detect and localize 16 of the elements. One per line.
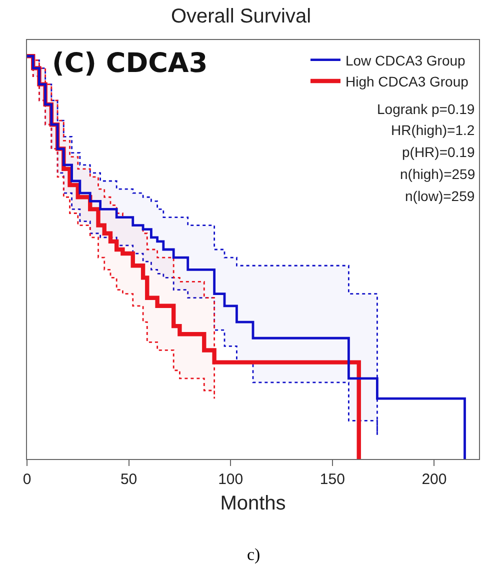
x-tick-label: 0: [22, 471, 32, 488]
annotation: HR(high)=1.2: [391, 122, 475, 138]
annotation: n(high)=259: [400, 166, 476, 182]
annotation: n(low)=259: [405, 188, 475, 204]
x-tick-label: 200: [422, 471, 447, 488]
annotation: p(HR)=0.19: [402, 144, 475, 160]
annotation: Logrank p=0.19: [377, 101, 475, 117]
legend-label: High CDCA3 Group: [345, 73, 469, 90]
annotation: (C) CDCA3: [52, 48, 208, 79]
x-axis-title: Months: [220, 492, 286, 514]
text: c): [247, 545, 260, 564]
x-tick-label: 50: [120, 471, 138, 488]
x-tick-label: 100: [218, 471, 244, 488]
chart-title: Overall Survival: [170, 6, 312, 28]
x-tick-label: 150: [320, 471, 345, 488]
legend-label: Low CDCA3 Group: [345, 52, 466, 68]
